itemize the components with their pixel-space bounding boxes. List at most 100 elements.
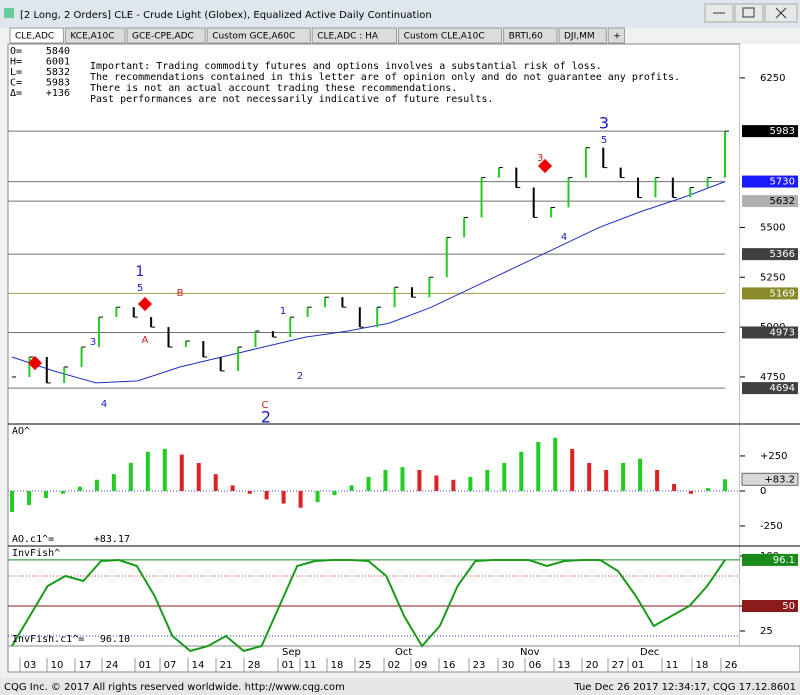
tab-label: BRTI,60 (509, 32, 544, 42)
ao-bar (162, 448, 167, 491)
date-label: 13 (558, 660, 571, 671)
ohlc-value: 5832 (46, 67, 70, 78)
tab[interactable] (206, 27, 311, 44)
title-bar (0, 0, 800, 28)
price-tag (742, 326, 798, 339)
value-tag (741, 472, 799, 486)
ohlc-value: 5983 (46, 78, 70, 89)
moving-average (11, 181, 726, 384)
tab-label: DJI,MM (564, 32, 595, 42)
y-tick-label: 5250 (760, 272, 785, 283)
readout-key: AO.c1^= (12, 534, 54, 545)
tab-label: CLE,ADC : HA (317, 32, 379, 42)
ao-bar (723, 479, 727, 491)
tab[interactable] (9, 27, 64, 44)
disclaimer-line: There is not an actual account trading t… (90, 83, 457, 94)
price-tag-label: 4694 (770, 383, 795, 394)
date-label: 16 (443, 660, 456, 671)
ohlc-value: 5840 (46, 46, 70, 57)
status-left: CQG Inc. © 2017 All rights reserved worl… (4, 682, 345, 693)
price-tag (742, 248, 798, 261)
ohlc-value: +136 (46, 88, 70, 99)
tab[interactable] (311, 27, 398, 44)
date-label: 14 (192, 660, 205, 671)
close-glyph (775, 7, 787, 19)
maximize[interactable] (734, 3, 764, 23)
date-label: 25 (359, 660, 372, 671)
ao-bar (587, 462, 592, 491)
readout-value: +83.17 (94, 534, 130, 545)
date-label: 01 (632, 660, 645, 671)
ohlc-key: Δ= (10, 88, 22, 99)
date-label: 28 (248, 660, 261, 671)
tab[interactable] (503, 27, 558, 44)
wave-label: B (177, 288, 184, 299)
price-tag-label: 5366 (770, 249, 795, 260)
y-tick-label: 6250 (760, 73, 785, 84)
y-tick-label: 5500 (760, 222, 785, 233)
tab[interactable] (64, 27, 126, 44)
ao-bar (672, 483, 677, 491)
ao-bar (383, 469, 388, 491)
month-label: Oct (395, 647, 412, 658)
date-label: 02 (388, 660, 401, 671)
wave-label: 1 (136, 264, 145, 280)
ohlc-key: L= (10, 67, 22, 78)
ao-bar (213, 474, 218, 491)
ao-bar (570, 448, 575, 491)
ohlc-key: H= (10, 57, 22, 68)
ao-bar (706, 488, 711, 491)
tab-label: CLE,ADC (15, 32, 54, 42)
date-label: 06 (529, 660, 542, 671)
ao-bar (247, 490, 252, 494)
date-label: 30 (502, 660, 515, 671)
ao-bar (111, 474, 116, 491)
value-tag (742, 600, 798, 612)
wave-label: C (262, 400, 269, 411)
date-label: 27 (612, 660, 625, 671)
month-label: Sep (282, 647, 301, 658)
date-label: 26 (725, 660, 738, 671)
price-tag (742, 195, 798, 208)
date-label: 09 (415, 660, 428, 671)
ao-bar (400, 467, 405, 491)
wave-label: 5 (601, 135, 607, 146)
wave-label: 4 (561, 232, 567, 243)
tab-label: Custom CLE,A10C (404, 32, 485, 42)
ohlc-key: C= (10, 78, 22, 89)
ao-bar (298, 490, 303, 508)
tab[interactable] (607, 27, 625, 44)
ao-bar (196, 462, 201, 491)
ao-bar (689, 490, 694, 494)
date-label: 11 (304, 660, 317, 671)
chart-content: O= 5840 H= 6001 L= 5832 C= 5983 Δ= +136 Important:… (8, 46, 799, 672)
tab[interactable] (398, 27, 503, 44)
ao-bar (417, 469, 422, 491)
ao-bar (434, 475, 439, 491)
ao-bar (621, 462, 626, 491)
wave-label: A (142, 335, 149, 346)
tab-label: Custom GCE,A60C (212, 32, 295, 42)
invfish-line (11, 558, 726, 653)
ohlc-value: 6001 (46, 57, 70, 68)
price-tag-label: 5983 (770, 126, 795, 137)
ao-bar (519, 451, 524, 491)
panel-label: InvFish^ (12, 548, 60, 559)
ao-bar (10, 490, 14, 512)
window-buttons[interactable] (704, 3, 798, 23)
ao-bar (315, 490, 320, 503)
y-tick-label: +250 (760, 451, 787, 462)
tab[interactable] (126, 27, 206, 44)
value-tag-label: 50 (782, 601, 795, 612)
date-label: 11 (666, 660, 679, 671)
wave-label: 3 (599, 114, 609, 133)
tab[interactable] (558, 27, 607, 44)
date-label: 18 (696, 660, 709, 671)
readout-value: 96.10 (100, 634, 130, 645)
ao-bar (230, 485, 235, 491)
ao-bar (553, 437, 558, 491)
ao-bar (94, 479, 99, 491)
price-tag (742, 175, 798, 188)
wave-label: 2 (261, 408, 271, 427)
ao-bar (468, 476, 473, 491)
